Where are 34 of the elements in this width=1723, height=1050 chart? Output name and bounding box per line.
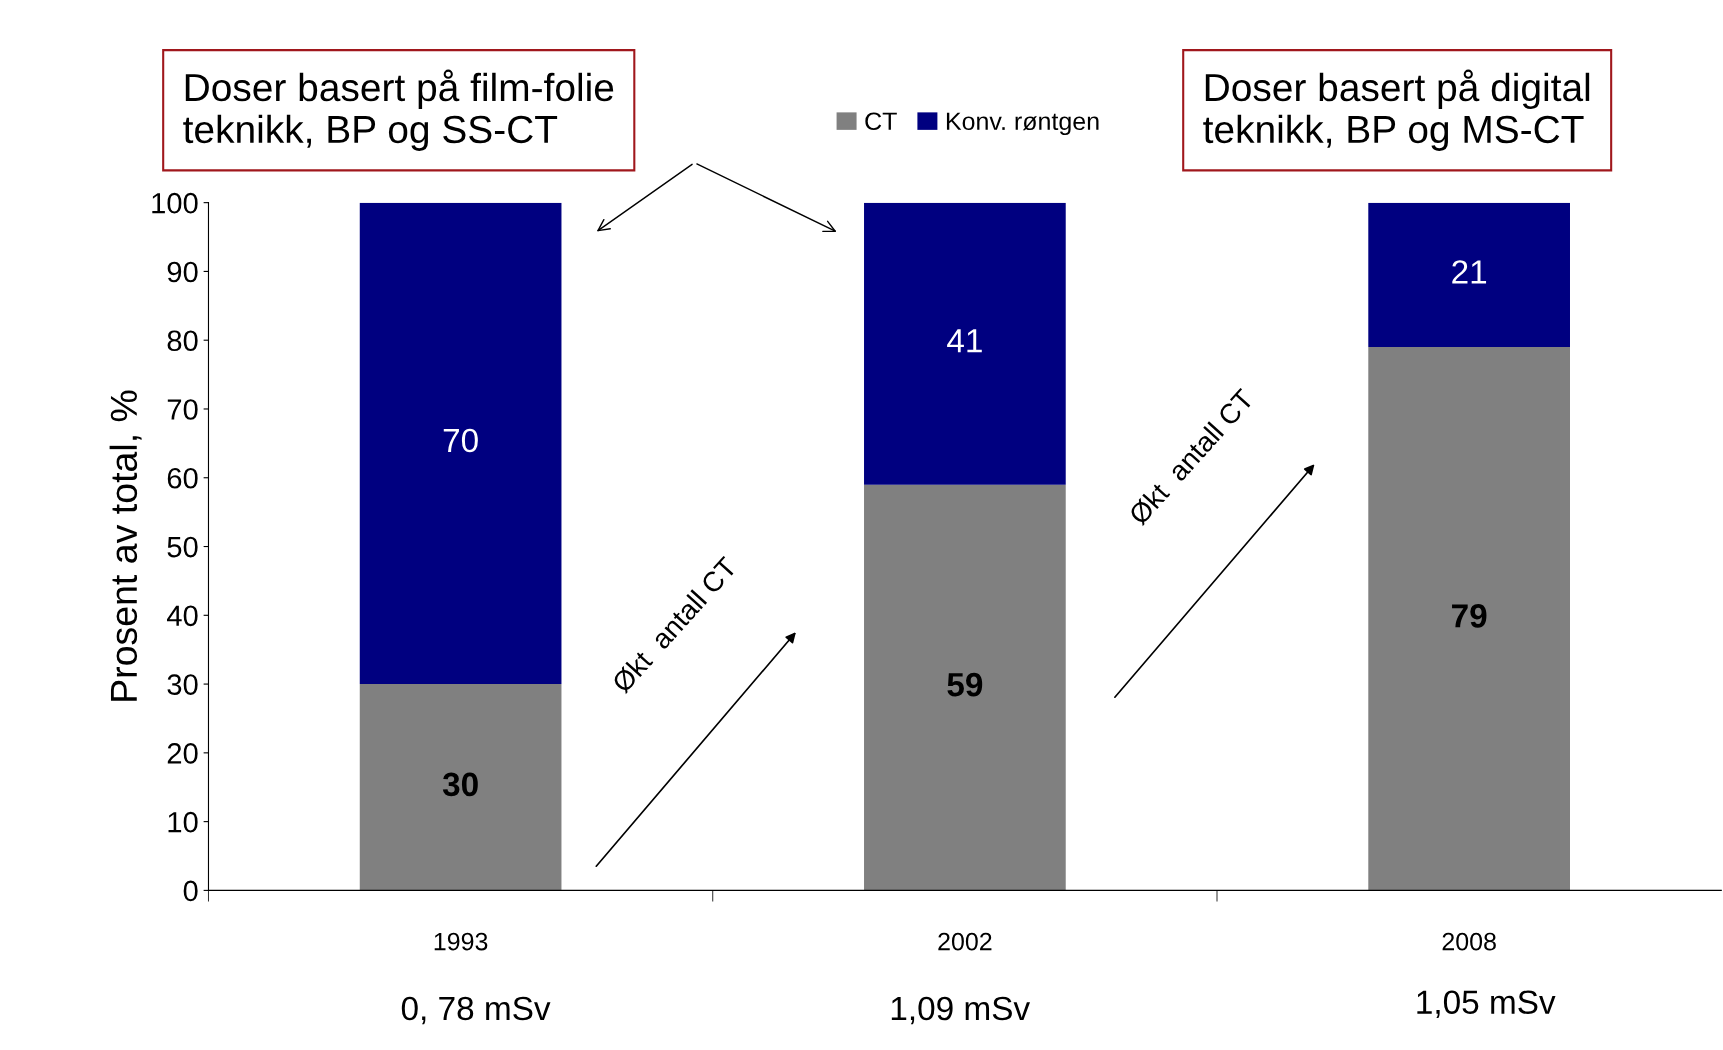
bar <box>359 202 562 685</box>
y-tick-label: 80 <box>167 330 198 352</box>
y-tick-label: 50 <box>167 536 198 558</box>
legend-label: CT <box>865 112 897 131</box>
y-tick-label: 60 <box>167 467 198 489</box>
text: 0, 78 mSv <box>401 996 551 1025</box>
y-tick-label: 0 <box>183 880 198 902</box>
y-tick-label: 100 <box>152 192 198 214</box>
data-label: 41 <box>947 329 982 353</box>
data-label: 30 <box>442 772 478 797</box>
data-label: 21 <box>1452 260 1487 284</box>
text: Doser basert på film-folie teknikk, BP og SS-CT <box>183 69 614 151</box>
data-label: 70 <box>443 428 478 453</box>
bar <box>1368 347 1570 891</box>
text: Doser basert på digital teknikk, BP og MS-CT <box>1203 69 1590 151</box>
legend-label: Konv. røntgen <box>946 112 1099 136</box>
x-tick-label: 2002 <box>938 932 992 951</box>
bar <box>1368 202 1570 348</box>
bar <box>864 202 1066 485</box>
bar <box>359 684 562 891</box>
y-tick-label: 70 <box>167 399 198 420</box>
y-tick-label: 40 <box>166 605 198 627</box>
bar <box>864 484 1066 891</box>
data-label: 79 <box>1452 604 1487 628</box>
x-tick-label: 1993 <box>434 932 488 951</box>
text: 1,09 mSv <box>891 996 1030 1025</box>
x-tick-label: 2008 <box>1442 932 1496 951</box>
y-axis-title: Prosent av total, % <box>109 390 142 701</box>
y-tick-label: 30 <box>167 674 198 695</box>
y-tick-label: 90 <box>167 261 198 283</box>
text: 1,05 mSv <box>1417 990 1556 1018</box>
y-tick-label: 10 <box>168 811 198 833</box>
data-label: 59 <box>947 672 983 697</box>
y-tick-label: 20 <box>167 743 198 764</box>
